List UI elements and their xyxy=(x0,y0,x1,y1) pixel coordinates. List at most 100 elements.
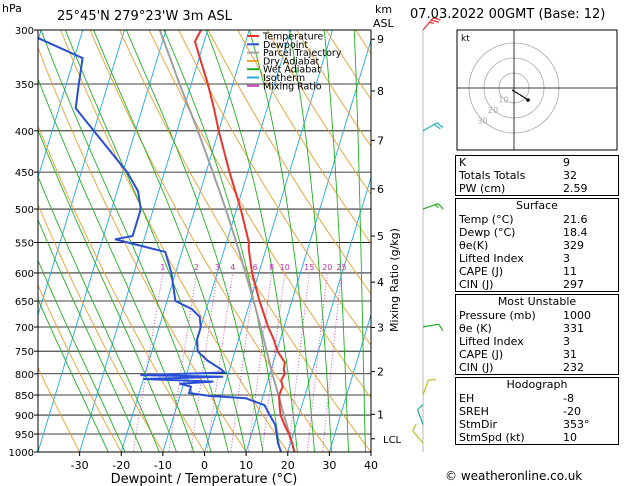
x-axis-label: Dewpoint / Temperature (°C) xyxy=(111,472,298,486)
wind-barb-flag xyxy=(412,423,417,432)
wind-barb-half xyxy=(434,204,439,209)
pressure-tick-label: 450 xyxy=(15,168,34,179)
wind-barb-staff xyxy=(422,379,430,396)
km-tick-label: 3 xyxy=(377,321,384,334)
pressure-tick-label: 850 xyxy=(15,391,34,402)
dry-adiabat xyxy=(266,30,371,196)
index-value: 9 xyxy=(563,156,570,169)
temperature-tick-label: 20 xyxy=(281,459,295,472)
legend-entry: Mixing Ratio xyxy=(263,81,322,92)
most-unstable-label: CAPE (J) xyxy=(459,348,504,361)
index-row: Totals Totals 32 xyxy=(456,169,619,182)
surface-title: Surface xyxy=(516,199,558,212)
indices-table: K 9 Totals Totals 32 PW (cm) 2.59 xyxy=(455,155,619,196)
dry-adiabat xyxy=(38,366,81,452)
valid-datetime: 07.03.2022 00GMT (Base: 12) xyxy=(410,7,606,22)
most-unstable-row: CAPE (J) 31 xyxy=(456,348,618,361)
pressure-tick-label: 1000 xyxy=(9,448,34,459)
legend-entry: Temperature xyxy=(262,32,323,43)
most-unstable-value: 232 xyxy=(563,361,584,374)
wind-barb-staff xyxy=(416,409,424,425)
isotherm xyxy=(287,175,371,452)
temperature-tick-label: 10 xyxy=(239,459,253,472)
mixing-ratio-label: 25 xyxy=(336,263,346,272)
most-unstable-row: Lifted Index 3 xyxy=(456,335,618,348)
hodograph-row: StmDir 353° xyxy=(456,418,618,431)
pressure-tick-label: 400 xyxy=(15,127,34,138)
hodograph-value: -20 xyxy=(563,405,581,418)
wind-barb xyxy=(416,403,424,425)
wind-barb xyxy=(422,378,437,396)
pressure-tick-label: 750 xyxy=(15,347,34,358)
surface-value: 11 xyxy=(563,265,577,278)
wet-adiabat xyxy=(64,30,229,452)
temperature-tick-label: 40 xyxy=(364,459,378,472)
pressure-tick-label: 700 xyxy=(15,323,34,334)
legend-entry: Parcel Trajectory xyxy=(263,48,342,59)
mixing-ratio-line xyxy=(132,272,164,452)
km-tick-label: 1 xyxy=(377,408,384,421)
hodograph-label: EH xyxy=(459,392,475,405)
surface-value: 18.4 xyxy=(563,226,588,239)
legend-entry: Wet Adiabat xyxy=(263,65,321,76)
mixing-ratio-label: 2 xyxy=(194,263,199,272)
surface-value: 297 xyxy=(563,278,584,291)
most-unstable-label: CIN (J) xyxy=(459,361,494,374)
hodograph-title: Hodograph xyxy=(506,378,568,391)
dry-adiabat xyxy=(89,30,330,452)
surface-row: Dewp (°C) 18.4 xyxy=(456,226,618,239)
wet-adiabat xyxy=(353,30,366,452)
hodograph-storm-motion xyxy=(526,98,530,102)
hodograph-row: SREH -20 xyxy=(456,405,618,418)
most-unstable-row: CIN (J) 232 xyxy=(456,361,618,374)
isotherm xyxy=(38,30,167,452)
most-unstable-section: Most Unstable Pressure (mb) 1000 θe (K) 331… xyxy=(455,294,619,375)
mixing-ratio-line xyxy=(261,272,286,452)
hodograph-ring-label: 20 xyxy=(488,106,498,115)
dry-adiabat xyxy=(60,30,289,452)
parcel-trajectory-line xyxy=(158,30,296,452)
copyright-footer: © weatheronline.co.uk xyxy=(445,469,583,483)
location-title: 25°45'N 279°23'W 3m ASL xyxy=(57,9,233,24)
surface-row: CAPE (J) 11 xyxy=(456,265,618,278)
hodograph-section: Hodograph EH -8 SREH -20 StmDir 353° StmSpd (k… xyxy=(455,377,619,445)
hodograph-label: StmSpd (kt) xyxy=(459,431,525,444)
wet-adiabat xyxy=(38,77,195,452)
wind-barb-flag xyxy=(436,122,444,128)
mixing-ratio-label: 1 xyxy=(160,263,165,272)
mixing-ratio-line xyxy=(287,272,310,452)
index-row: PW (cm) 2.59 xyxy=(456,182,619,196)
temperature-tick-label: -20 xyxy=(112,459,130,472)
surface-label: CAPE (J) xyxy=(459,265,504,278)
wet-adiabat xyxy=(40,30,212,452)
hodograph-frame xyxy=(456,29,618,151)
wind-barb-flag xyxy=(438,323,444,331)
hodograph-ring-label: 10 xyxy=(498,96,508,105)
wet-adiabat xyxy=(323,30,349,452)
surface-section: Surface Temp (°C) 21.6 Dewp (°C) 18.4 θe(K) 3… xyxy=(455,198,619,292)
pressure-tick-label: 600 xyxy=(15,269,34,280)
km-unit-label: km xyxy=(375,3,392,16)
wind-barb-flag xyxy=(431,19,439,23)
dry-adiabat xyxy=(178,30,371,346)
wet-adiabat xyxy=(38,298,109,452)
index-label: K xyxy=(459,156,467,169)
stability-panel: K 9 Totals Totals 32 PW (cm) 2.59 Surface Tem… xyxy=(455,155,619,445)
hodograph-value: 353° xyxy=(563,418,590,431)
pressure-tick-label: 950 xyxy=(15,430,34,441)
km-tick-label: 9 xyxy=(377,33,384,46)
wet-adiabat xyxy=(38,175,160,452)
surface-row: Lifted Index 3 xyxy=(456,252,618,265)
isotherm xyxy=(120,30,250,452)
mixing-ratio-line xyxy=(190,272,218,452)
hodograph-trace xyxy=(511,89,529,101)
hodograph-value: -8 xyxy=(563,392,574,405)
wet-adiabat xyxy=(38,218,143,452)
pressure-tick-label: 800 xyxy=(15,370,34,381)
wind-barb-staff xyxy=(412,430,424,444)
most-unstable-value: 31 xyxy=(563,348,577,361)
most-unstable-value: 331 xyxy=(563,322,584,335)
km-tick-label: 7 xyxy=(377,134,384,147)
most-unstable-row: Pressure (mb) 1000 xyxy=(456,309,618,322)
